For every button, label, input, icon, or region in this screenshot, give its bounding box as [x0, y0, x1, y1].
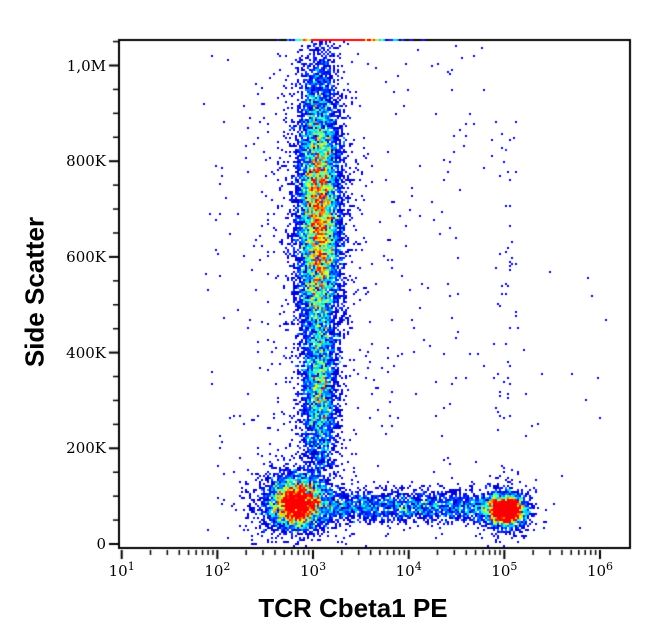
x-tick-label: 105 [491, 560, 518, 580]
y-tick-label: 400K [66, 343, 106, 362]
y-tick-label: 1,0M [66, 56, 106, 75]
x-tick-label: 104 [395, 560, 422, 580]
y-axis-title: Side Scatter [19, 216, 50, 368]
x-tick-label: 101 [108, 560, 135, 580]
y-tick-label: 0 [96, 535, 106, 553]
y-tick-label: 600K [66, 247, 106, 266]
x-tick-label: 106 [586, 560, 614, 580]
x-axis-title: TCR Cbeta1 PE [258, 593, 448, 623]
x-tick-label: 102 [204, 560, 231, 580]
x-tick-label: 103 [299, 560, 327, 580]
y-tick-label: 200K [66, 439, 106, 458]
y-tick-label: 800K [66, 152, 106, 171]
